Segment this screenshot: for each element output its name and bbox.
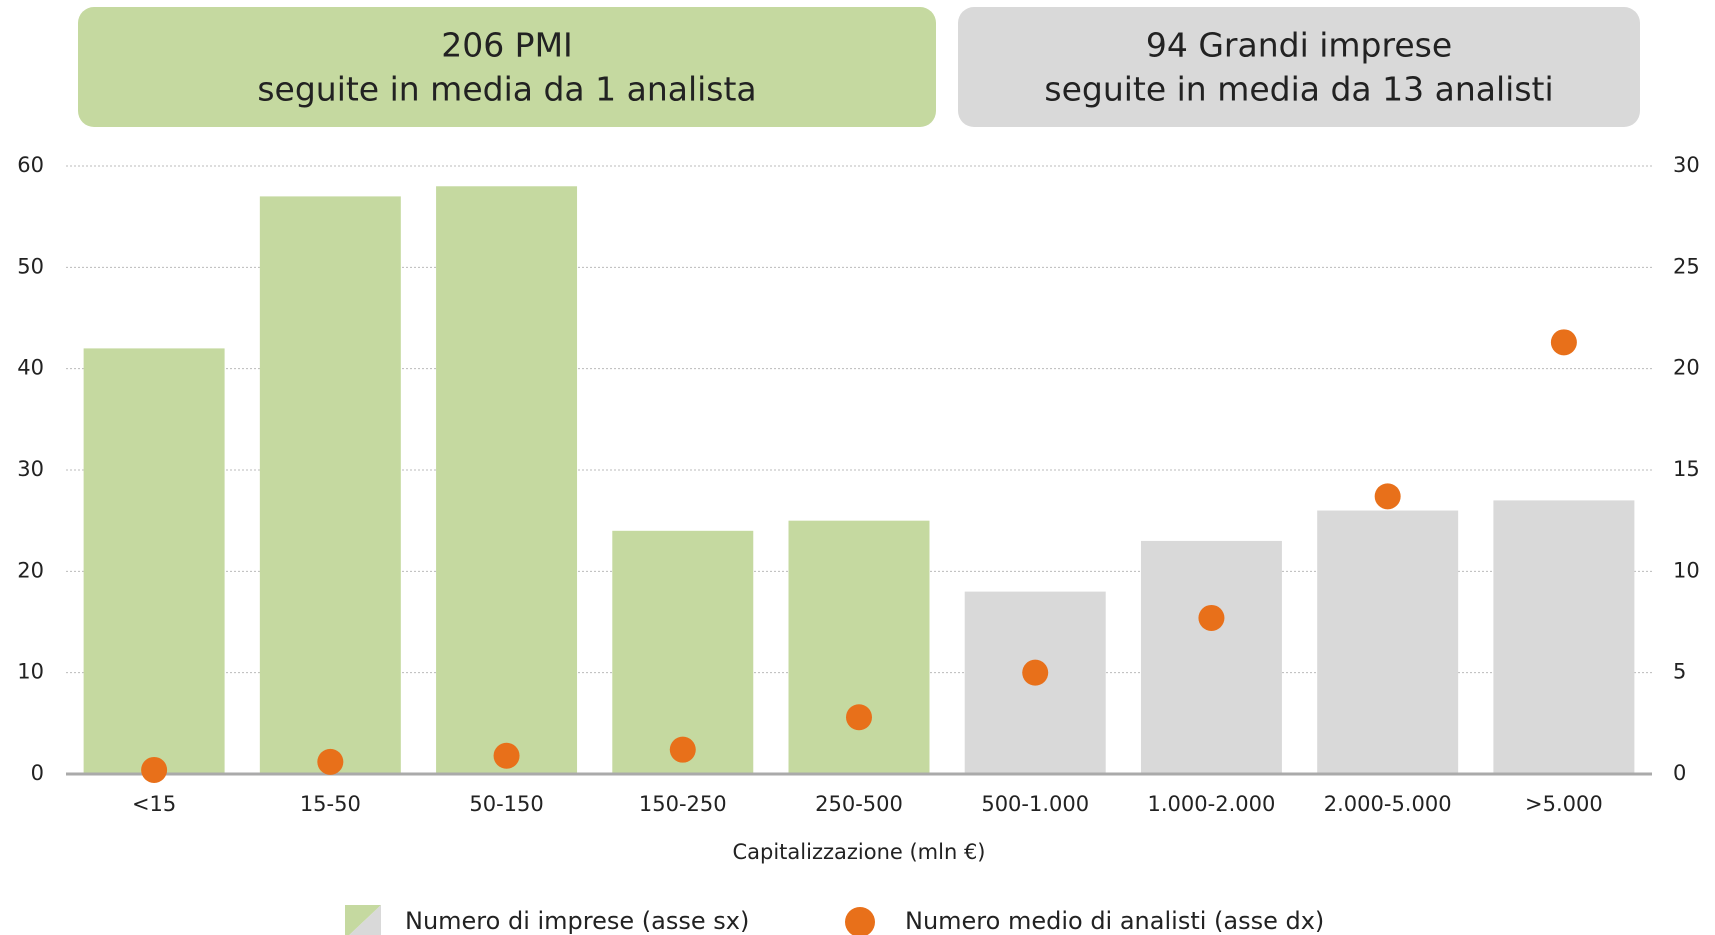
bar xyxy=(612,530,754,774)
panel-text: seguite in media da 13 analisti xyxy=(1044,70,1553,109)
x-axis-title: Capitalizzazione (mln €) xyxy=(732,840,985,864)
x-tick-label: 50-150 xyxy=(469,792,543,816)
dot xyxy=(1198,604,1225,631)
y2-tick-label: 15 xyxy=(1673,457,1700,481)
panel-text: 206 PMI xyxy=(441,26,573,65)
y2-tick-label: 0 xyxy=(1673,761,1686,785)
y2-tick-label: 10 xyxy=(1673,558,1700,582)
x-tick-label: 150-250 xyxy=(639,792,727,816)
y-tick-label: 40 xyxy=(17,356,44,380)
x-tick-label: 500-1.000 xyxy=(981,792,1089,816)
x-tick-label: 15-50 xyxy=(300,792,361,816)
y2-tick-label: 25 xyxy=(1673,254,1700,278)
dot xyxy=(493,742,520,769)
panel-text: seguite in media da 1 analista xyxy=(257,70,756,109)
y-tick-label: 50 xyxy=(17,254,44,278)
y-tick-label: 30 xyxy=(17,457,44,481)
bar xyxy=(83,348,225,774)
bar xyxy=(436,186,578,774)
legend-swatch xyxy=(845,907,875,935)
panel-text: 94 Grandi imprese xyxy=(1146,26,1452,65)
x-tick-label: 2.000-5.000 xyxy=(1324,792,1452,816)
dot xyxy=(317,748,344,775)
legend-swatch xyxy=(349,905,381,935)
bar xyxy=(788,520,930,774)
y-tick-label: 10 xyxy=(17,660,44,684)
x-tick-label: <15 xyxy=(132,792,176,816)
dot xyxy=(1550,329,1577,356)
panel xyxy=(78,7,936,127)
legend-label: Numero di imprese (asse sx) xyxy=(405,907,749,935)
bar xyxy=(259,196,401,774)
dot xyxy=(669,736,696,763)
y2-tick-label: 20 xyxy=(1673,356,1700,380)
y2-tick-label: 30 xyxy=(1673,153,1700,177)
bar xyxy=(1140,540,1282,774)
dot xyxy=(1022,659,1049,686)
y-tick-label: 60 xyxy=(17,153,44,177)
legend-label: Numero medio di analisti (asse dx) xyxy=(905,907,1324,935)
x-tick-label: 1.000-2.000 xyxy=(1148,792,1276,816)
panel xyxy=(958,7,1640,127)
bar xyxy=(1317,510,1459,774)
x-tick-label: >5.000 xyxy=(1525,792,1603,816)
dot xyxy=(1374,483,1401,510)
dot xyxy=(141,756,168,783)
y-tick-label: 0 xyxy=(31,761,44,785)
y-tick-label: 20 xyxy=(17,558,44,582)
bar xyxy=(1493,500,1635,774)
legend-swatch xyxy=(345,905,381,935)
dot xyxy=(846,704,872,731)
y2-tick-label: 5 xyxy=(1673,660,1686,684)
x-tick-label: 250-500 xyxy=(815,792,903,816)
